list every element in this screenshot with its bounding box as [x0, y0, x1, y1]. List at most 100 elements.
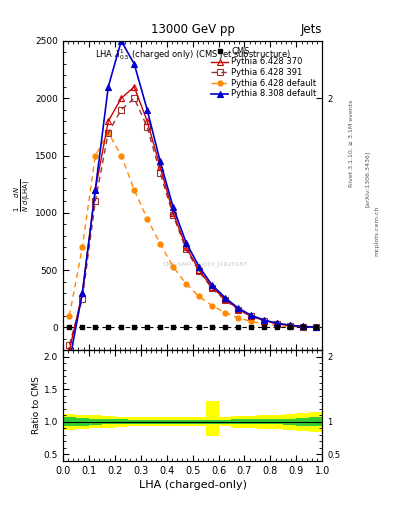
Pythia 8.308 default [67, 359, 72, 365]
Pythia 6.428 default [132, 187, 137, 193]
Text: LHA $\lambda^{1}_{0.5}$ (charged only) (CMS jet substructure): LHA $\lambda^{1}_{0.5}$ (charged only) (… [95, 47, 290, 62]
Pythia 8.308 default [145, 106, 150, 113]
Pythia 6.428 default [158, 241, 163, 247]
Pythia 6.428 391 [119, 106, 123, 113]
Line: Pythia 6.428 370: Pythia 6.428 370 [66, 84, 319, 353]
Pythia 6.428 370 [80, 290, 85, 296]
Text: mcplots.cern.ch: mcplots.cern.ch [375, 205, 380, 255]
Pythia 8.308 default [274, 320, 279, 326]
Pythia 6.428 default [210, 303, 215, 309]
Pythia 6.428 391 [80, 296, 85, 302]
Pythia 8.308 default [171, 204, 176, 210]
Pythia 8.308 default [210, 282, 215, 288]
CMS [171, 324, 176, 330]
Pythia 8.308 default [106, 84, 111, 90]
CMS [80, 324, 85, 330]
Text: 13000 GeV pp: 13000 GeV pp [151, 23, 235, 36]
Pythia 6.428 default [67, 313, 72, 319]
Line: Pythia 6.428 391: Pythia 6.428 391 [66, 95, 319, 347]
Pythia 6.428 391 [288, 323, 292, 329]
CMS [274, 324, 279, 330]
Pythia 6.428 370 [119, 95, 123, 101]
Pythia 6.428 370 [106, 118, 111, 124]
Pythia 6.428 default [197, 293, 202, 300]
Pythia 8.308 default [262, 317, 266, 323]
CMS [249, 324, 253, 330]
Pythia 6.428 370 [262, 317, 266, 324]
CMS [106, 324, 111, 330]
Y-axis label: $\frac{1}{N}\,\frac{dN}{d(\rm LHA)}$: $\frac{1}{N}\,\frac{dN}{d(\rm LHA)}$ [13, 179, 32, 212]
Pythia 8.308 default [184, 240, 189, 246]
Pythia 6.428 391 [158, 169, 163, 176]
Pythia 8.308 default [301, 324, 305, 330]
CMS [288, 324, 292, 330]
Pythia 6.428 370 [274, 321, 279, 327]
Pythia 6.428 391 [274, 321, 279, 327]
Pythia 6.428 370 [67, 347, 72, 353]
Pythia 6.428 391 [171, 212, 176, 218]
Pythia 8.308 default [119, 38, 123, 44]
Pythia 6.428 391 [106, 130, 111, 136]
Pythia 6.428 default [93, 153, 98, 159]
Text: Rivet 3.1.10, ≥ 3.1M events: Rivet 3.1.10, ≥ 3.1M events [349, 100, 354, 187]
CMS [145, 324, 150, 330]
Pythia 6.428 default [106, 130, 111, 136]
Line: Pythia 8.308 default: Pythia 8.308 default [66, 38, 319, 365]
Pythia 6.428 370 [93, 187, 98, 193]
CMS [184, 324, 189, 330]
Pythia 6.428 391 [210, 285, 215, 291]
CMS [197, 324, 202, 330]
CMS [93, 324, 98, 330]
Pythia 6.428 370 [197, 267, 202, 273]
Pythia 6.428 370 [145, 118, 150, 124]
Legend: CMS, Pythia 6.428 370, Pythia 6.428 391, Pythia 6.428 default, Pythia 8.308 defa: CMS, Pythia 6.428 370, Pythia 6.428 391,… [209, 45, 318, 100]
Pythia 6.428 default [222, 309, 227, 315]
Pythia 6.428 default [314, 324, 318, 330]
Pythia 6.428 370 [236, 306, 241, 312]
Pythia 6.428 391 [184, 246, 189, 252]
Pythia 6.428 391 [197, 268, 202, 274]
Pythia 6.428 default [171, 264, 176, 270]
Pythia 6.428 391 [249, 313, 253, 319]
Pythia 6.428 370 [184, 244, 189, 250]
Pythia 6.428 370 [222, 296, 227, 302]
CMS [314, 324, 318, 330]
Pythia 6.428 default [301, 324, 305, 330]
Pythia 8.308 default [197, 264, 202, 270]
Pythia 8.308 default [249, 312, 253, 318]
Pythia 6.428 391 [236, 307, 241, 313]
Pythia 6.428 391 [262, 318, 266, 324]
Line: Pythia 6.428 default: Pythia 6.428 default [67, 130, 318, 330]
Pythia 6.428 391 [145, 124, 150, 130]
Pythia 6.428 391 [301, 324, 305, 330]
CMS [236, 324, 241, 330]
Pythia 6.428 370 [132, 84, 137, 90]
Pythia 6.428 391 [93, 198, 98, 204]
CMS [132, 324, 137, 330]
CMS [222, 324, 227, 330]
Line: CMS: CMS [67, 325, 318, 330]
Pythia 6.428 370 [210, 284, 215, 290]
Pythia 6.428 370 [171, 210, 176, 216]
Pythia 8.308 default [93, 187, 98, 193]
Text: Jets: Jets [301, 23, 322, 36]
Pythia 6.428 370 [158, 164, 163, 170]
Pythia 6.428 default [184, 281, 189, 287]
Y-axis label: Ratio to CMS: Ratio to CMS [32, 377, 41, 435]
Pythia 8.308 default [80, 290, 85, 296]
Pythia 6.428 391 [222, 297, 227, 303]
Pythia 6.428 default [119, 153, 123, 159]
Text: [arXiv:1306.3436]: [arXiv:1306.3436] [365, 151, 370, 207]
Text: CMS-SMP-19-010_J1920187: CMS-SMP-19-010_J1920187 [163, 261, 248, 267]
Pythia 6.428 370 [288, 322, 292, 328]
Pythia 6.428 391 [132, 95, 137, 101]
Pythia 6.428 default [145, 216, 150, 222]
Pythia 8.308 default [158, 158, 163, 164]
CMS [262, 324, 266, 330]
Pythia 6.428 370 [314, 324, 318, 330]
Pythia 6.428 default [274, 323, 279, 329]
Pythia 6.428 370 [249, 313, 253, 319]
Pythia 8.308 default [132, 61, 137, 67]
CMS [119, 324, 123, 330]
CMS [158, 324, 163, 330]
